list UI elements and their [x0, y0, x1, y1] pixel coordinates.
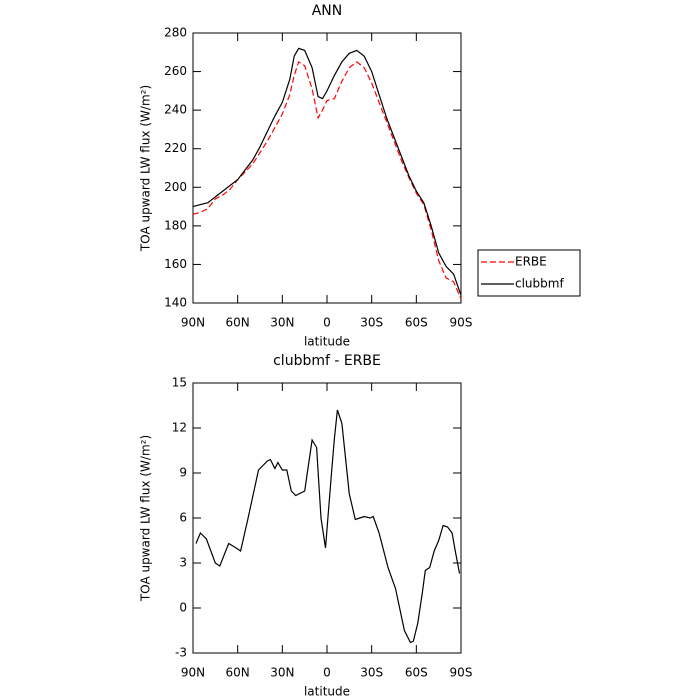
x-tick-label: 90S — [450, 666, 473, 680]
y-tick-label: 140 — [164, 296, 187, 310]
data-line — [192, 47, 462, 296]
y-tick-label: 260 — [164, 64, 187, 78]
x-tick-label: 60N — [226, 666, 250, 680]
y-tick-label: -3 — [175, 646, 187, 660]
x-tick-label: 60S — [405, 666, 428, 680]
x-axis-label: latitude — [304, 685, 350, 699]
x-tick-label: 90N — [181, 666, 205, 680]
x-tick-label: 30S — [360, 316, 383, 330]
x-tick-label: 90N — [181, 316, 205, 330]
y-tick-label: 220 — [164, 141, 187, 155]
plot-frame — [192, 382, 462, 654]
x-tick-label: 0 — [323, 316, 331, 330]
y-tick-label: 200 — [164, 180, 187, 194]
y-axis-label: TOA upward LW flux (W/m²) — [139, 435, 153, 602]
y-tick-label: 240 — [164, 103, 187, 117]
y-tick-label: 15 — [172, 376, 187, 390]
plot-frame — [192, 32, 462, 304]
x-tick-label: 60S — [405, 316, 428, 330]
legend-label: clubbmf — [515, 277, 564, 291]
x-tick-label: 90S — [450, 316, 473, 330]
y-axis-label: TOA upward LW flux (W/m²) — [139, 85, 153, 252]
y-tick-label: 9 — [179, 466, 187, 480]
data-line — [195, 409, 461, 644]
y-tick-label: 3 — [179, 556, 187, 570]
y-tick-label: 0 — [179, 601, 187, 615]
chart-title: ANN — [312, 3, 343, 19]
x-tick-label: 30S — [360, 666, 383, 680]
x-tick-label: 0 — [323, 666, 331, 680]
y-tick-label: 180 — [164, 218, 187, 232]
x-tick-label: 60N — [226, 316, 250, 330]
chart-title: clubbmf - ERBE — [273, 353, 381, 369]
legend-label: ERBE — [515, 255, 547, 269]
data-line — [192, 60, 462, 300]
x-tick-label: 30N — [270, 666, 294, 680]
y-tick-label: 280 — [164, 26, 187, 40]
x-tick-label: 30N — [270, 316, 294, 330]
y-tick-label: 12 — [172, 421, 187, 435]
y-tick-label: 160 — [164, 257, 187, 271]
y-tick-label: 6 — [179, 511, 187, 525]
x-axis-label: latitude — [304, 335, 350, 349]
legend-box — [477, 249, 581, 297]
